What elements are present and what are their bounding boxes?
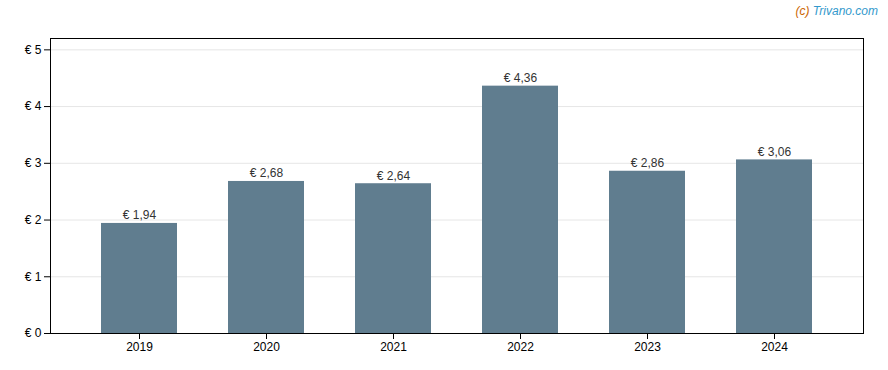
svg-text:2023: 2023 (634, 340, 661, 354)
svg-text:€ 1,94: € 1,94 (123, 208, 157, 222)
svg-text:€ 4: € 4 (25, 99, 42, 113)
svg-text:€ 2,68: € 2,68 (250, 166, 284, 180)
html-text:(c) Trivano.com: (c) Trivano.com (795, 4, 878, 18)
svg-text:€ 2,64: € 2,64 (377, 169, 411, 183)
svg-text:2022: 2022 (507, 340, 534, 354)
svg-text:€ 3: € 3 (25, 156, 42, 170)
svg-text:€ 1: € 1 (25, 270, 42, 284)
svg-text:€ 5: € 5 (25, 43, 42, 57)
svg-text:€ 0: € 0 (25, 326, 42, 340)
svg-text:2020: 2020 (253, 340, 280, 354)
svg-text:€ 2,86: € 2,86 (631, 156, 665, 170)
svg-text:€ 3,06: € 3,06 (758, 145, 792, 159)
svg-text:2024: 2024 (761, 340, 788, 354)
svg-text:€ 4,36: € 4,36 (504, 71, 538, 85)
svg-text:€ 2: € 2 (25, 213, 42, 227)
svg-text:2021: 2021 (380, 340, 407, 354)
svg-text:2019: 2019 (126, 340, 153, 354)
